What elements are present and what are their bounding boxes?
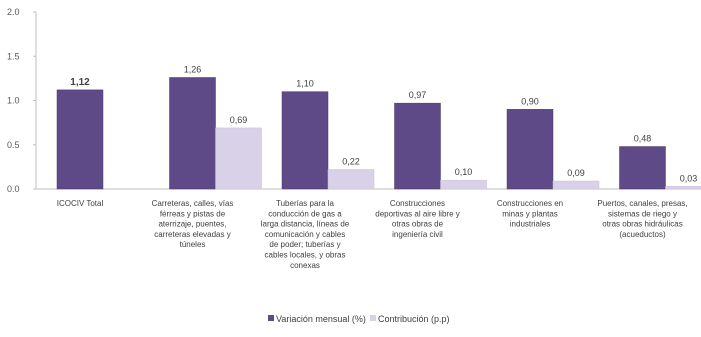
category-label: aterrizaje, puentes, xyxy=(158,220,226,229)
category-label: Construcciones en xyxy=(497,199,563,208)
data-label: 0,48 xyxy=(634,134,652,144)
data-label: 0,03 xyxy=(680,173,698,183)
y-tick-label: 2.0 xyxy=(7,7,20,17)
data-label: 0,97 xyxy=(409,90,427,100)
legend-swatch xyxy=(370,315,376,321)
data-label: 0,10 xyxy=(455,167,473,177)
category-label: industriales xyxy=(510,220,550,229)
category-label: Construcciones xyxy=(390,199,445,208)
bar-variacion xyxy=(281,91,329,190)
bar-contribucion xyxy=(327,169,375,190)
category-label: férreas y pistas de xyxy=(160,209,226,218)
category-label: Carreteras, calles, vías xyxy=(152,199,234,208)
bar-contribucion xyxy=(665,186,701,190)
bar-contribucion xyxy=(215,127,262,190)
data-label: 0,22 xyxy=(342,157,360,167)
bar-variacion xyxy=(506,109,554,190)
category-label: otras obras hidráulicas xyxy=(602,220,682,229)
legend-label: Variación mensual (%) xyxy=(276,314,366,324)
data-label: 1,10 xyxy=(296,79,314,89)
data-label: 0,09 xyxy=(567,168,585,178)
category-label: conexas xyxy=(290,261,320,270)
category-label: minas y plantas xyxy=(502,209,558,218)
category-label: comunicación y cables xyxy=(265,230,345,239)
data-label: 1,12 xyxy=(70,77,90,88)
bar-variacion xyxy=(619,146,666,190)
category-label: Puertos, canales, presas, xyxy=(597,199,687,208)
bar-contribucion xyxy=(552,180,600,190)
category-label: (acueductos) xyxy=(619,230,666,239)
category-label: de poder; tuberías y xyxy=(269,240,340,249)
data-label: 1,26 xyxy=(184,64,202,74)
category-label: larga distancia, líneas de xyxy=(261,220,350,229)
category-label: carreteras elevadas y xyxy=(154,230,230,239)
category-labels: ICOCIV Total Carreteras, calles, víasférr… xyxy=(57,199,688,270)
category-label: cables locales, y obras xyxy=(265,251,346,260)
legend-swatch xyxy=(268,315,274,321)
y-tick-label: 1.0 xyxy=(7,96,20,106)
legend: Variación mensual (%) Contribución (p.p) xyxy=(268,314,450,324)
data-label: 0,69 xyxy=(230,115,248,125)
bar-contribucion xyxy=(440,179,487,190)
y-tick-label: 0.5 xyxy=(7,140,20,150)
y-tick-label: 1.5 xyxy=(7,51,20,61)
y-tick-label: 0.0 xyxy=(7,184,20,194)
bar-variacion xyxy=(169,77,216,190)
category-label: conducción de gas a xyxy=(268,209,342,218)
category-label: otras obras de xyxy=(392,220,444,229)
category-label: deportivas al aire libre y xyxy=(375,209,459,218)
category-label: túneles xyxy=(180,240,206,249)
legend-label: Contribución (p.p) xyxy=(378,314,450,324)
category-label: Tuberías para la xyxy=(276,199,335,208)
category-label: ICOCIV Total xyxy=(57,199,104,208)
bars xyxy=(56,77,701,190)
bar-variacion xyxy=(56,89,104,190)
category-label: ingeniería civil xyxy=(392,230,443,239)
data-labels: 1,12 1,26 0,69 1,10 0,22 0,97 0,10 0,90 0,09 0,48… xyxy=(70,64,697,183)
category-label: sistemas de riego y xyxy=(608,209,677,218)
bar-variacion xyxy=(394,102,441,190)
data-label: 0,90 xyxy=(521,96,539,106)
